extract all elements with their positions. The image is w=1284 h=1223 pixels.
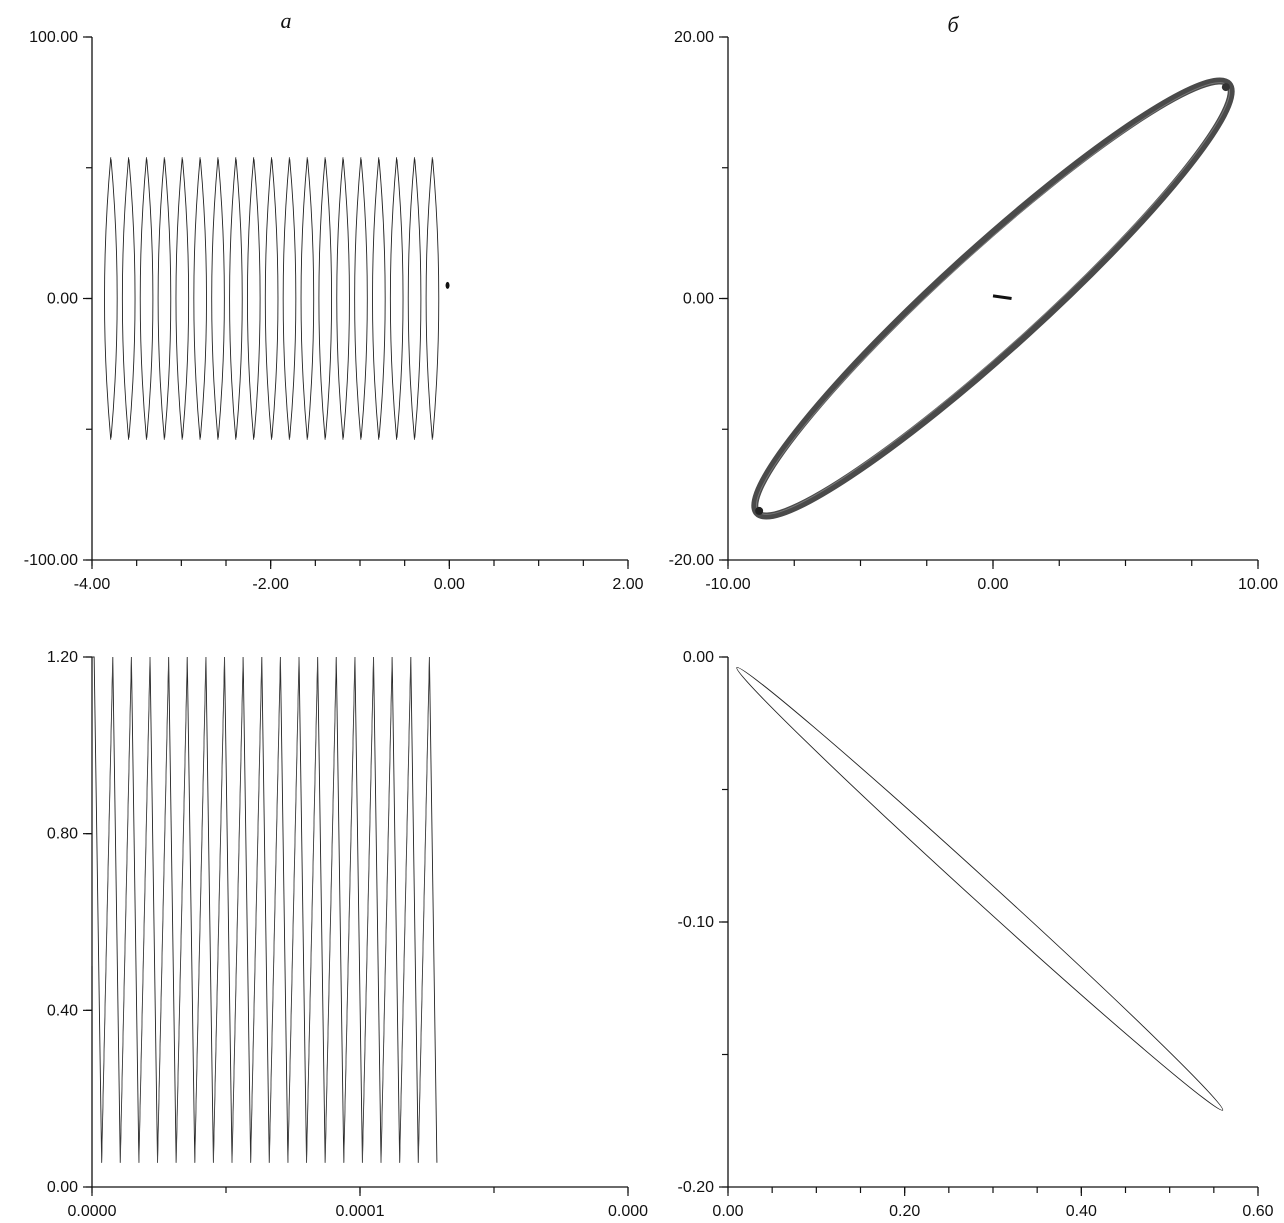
arc-curve — [372, 157, 386, 440]
x-tick-label: -4.00 — [74, 576, 111, 593]
sawtooth-rise — [343, 656, 356, 1163]
sawtooth-rise — [399, 656, 412, 1163]
chart-top-left: -4.00 -2.00 0.00 2.00 100.00 0.00 -100.00 — [24, 29, 644, 593]
arc-curve — [354, 157, 368, 440]
sawtooth-rise — [306, 656, 319, 1163]
arc-curve — [389, 157, 404, 440]
sawtooth-rise — [250, 656, 263, 1163]
y-tick-label: 0.80 — [47, 826, 78, 843]
arc-curve — [211, 157, 225, 440]
panel-label-a: a — [281, 8, 292, 33]
x-tick-label: 0.40 — [1066, 1203, 1097, 1220]
sawtooth-rise — [119, 656, 132, 1163]
y-tick-label: -20.00 — [669, 552, 714, 569]
arc-curve — [336, 157, 350, 440]
x-tick-label: 0.00 — [977, 576, 1008, 593]
sawtooth-rise — [324, 656, 337, 1163]
x-tick-label: -10.00 — [705, 576, 750, 593]
sawtooth-rise — [380, 656, 393, 1163]
y-tick-label: -0.10 — [678, 914, 715, 931]
x-tick-label: 0.00 — [434, 576, 465, 593]
y-tick-label: -0.20 — [678, 1179, 715, 1196]
ellipse-band — [751, 77, 1235, 520]
arc-curve — [121, 157, 136, 440]
x-tick-label: 0.20 — [889, 1203, 920, 1220]
sawtooth-rise — [101, 656, 114, 1163]
x-tick-label: 2.00 — [612, 576, 643, 593]
sawtooth-rise — [268, 656, 281, 1163]
sawtooth-rise — [194, 656, 207, 1163]
ellipse-end-top — [1221, 83, 1230, 92]
ellipse-loop — [736, 666, 1224, 1111]
panel-label-b: б — [947, 12, 959, 37]
y-tick-label: 0.00 — [683, 649, 714, 666]
marker-point — [445, 281, 450, 289]
y-tick-label: 1.20 — [47, 649, 78, 666]
arc-curve — [282, 157, 297, 440]
initial-segment — [992, 294, 1012, 300]
sawtooth-rise — [417, 656, 430, 1163]
x-tick-label: 0.0001 — [336, 1203, 385, 1220]
ellipse-end-bottom — [755, 506, 764, 515]
y-tick-label: 0.40 — [47, 1002, 78, 1019]
sawtooth-rise — [138, 656, 151, 1163]
arc-curve — [318, 157, 332, 440]
sawtooth-rise — [287, 656, 300, 1163]
arc-curve — [247, 157, 261, 440]
sawtooth-rise — [213, 656, 225, 1163]
chart-top-right: -10.00 0.00 10.00 20.00 0.00 -20.00 — [669, 29, 1278, 593]
sawtooth-rise — [362, 656, 374, 1163]
x-tick-label: 0.60 — [1242, 1203, 1273, 1220]
arc-curve — [407, 157, 422, 440]
arc-curve — [300, 157, 315, 440]
x-tick-label: 0.00 — [712, 1203, 743, 1220]
x-tick-label: 0.0000 — [68, 1203, 117, 1220]
y-tick-label: 100.00 — [29, 29, 78, 46]
arc-curve — [229, 157, 243, 440]
arc-curve — [425, 157, 440, 440]
sawtooth-curve — [91, 656, 438, 1163]
x-tick-label: -2.00 — [252, 576, 289, 593]
chart-bottom-right: 0.00 0.20 0.40 0.60 0.00 -0.10 -0.20 — [678, 649, 1274, 1220]
sawtooth-rise — [157, 656, 169, 1163]
arc-curve — [193, 157, 207, 440]
y-tick-label: 0.00 — [47, 291, 78, 308]
y-tick-label: 0.00 — [47, 1179, 78, 1196]
chart-bottom-left: 0.0000 0.0001 0.000 1.20 0.80 0.40 0.00 — [47, 649, 648, 1220]
x-tick-label: 10.00 — [1238, 576, 1278, 593]
ellipse-inner — [756, 82, 1230, 515]
sawtooth-rise — [175, 656, 188, 1163]
y-tick-label: -100.00 — [24, 552, 78, 569]
arc-curve — [139, 157, 154, 440]
arc-curve — [104, 157, 118, 440]
x-tick-label: 0.000 — [608, 1203, 648, 1220]
sawtooth-rise — [231, 656, 244, 1163]
arc-curve — [157, 157, 172, 440]
y-tick-label: 20.00 — [674, 29, 714, 46]
y-tick-label: 0.00 — [683, 291, 714, 308]
arc-curve — [175, 157, 190, 440]
arc-curve — [264, 157, 279, 440]
